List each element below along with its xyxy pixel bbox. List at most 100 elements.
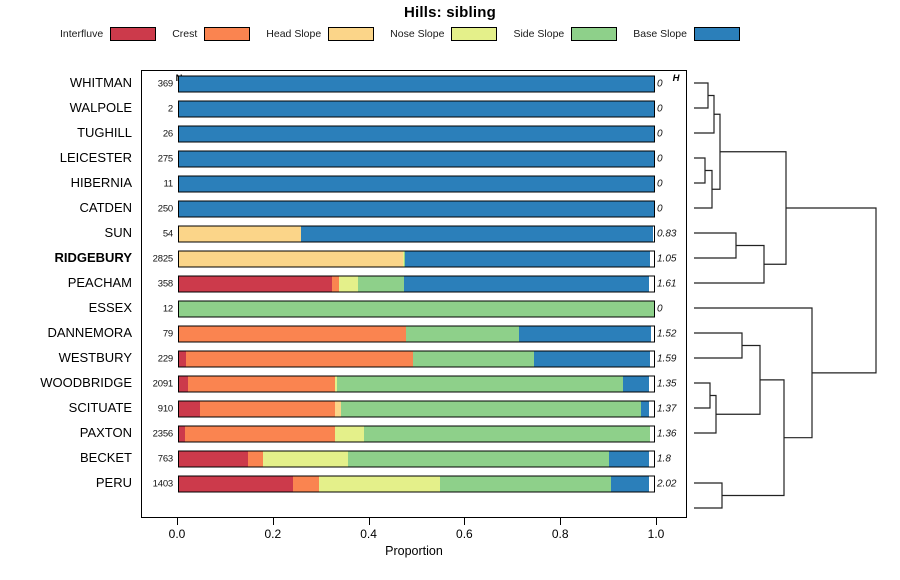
y-axis-label: PEACHAM	[67, 275, 132, 290]
row-entropy-h: 0	[657, 128, 663, 139]
bar-segment	[640, 401, 649, 416]
x-axis-tick-label: 0.8	[551, 527, 569, 541]
chart-row: 369 0	[142, 71, 686, 96]
y-axis-label: HIBERNIA	[70, 175, 132, 190]
bar-segment	[358, 276, 405, 291]
row-count-n: 369	[157, 78, 173, 89]
x-axis-title: Proportion	[385, 544, 443, 558]
row-entropy-h: 0	[657, 103, 663, 114]
y-axis-label: BECKET	[79, 450, 132, 465]
y-axis-label: PERU	[95, 475, 132, 490]
bar-segment	[608, 451, 649, 466]
stacked-bar	[178, 400, 655, 417]
row-count-n: 1403	[152, 478, 174, 489]
chart-row: 1403 2.02	[142, 471, 686, 496]
legend-item-label: Head Slope	[266, 28, 322, 40]
dendro-link	[712, 113, 721, 190]
legend-item: Nose Slope	[390, 27, 498, 41]
row-count-n: 79	[162, 328, 173, 339]
row-count-n: 12	[162, 303, 173, 314]
bar-segment	[188, 376, 337, 391]
bar-segment	[334, 426, 366, 441]
bar-segment	[406, 326, 521, 341]
bar-segment	[179, 101, 654, 116]
row-entropy-h: 1.35	[657, 378, 677, 389]
chart-row: 2356 1.36	[142, 421, 686, 446]
x-axis-tick	[464, 518, 466, 525]
bar-segment	[534, 351, 651, 366]
bars-layer: 369 0 2 0 26 0 275 0 11 0 250 0 54 0.83 2825 1.05 358 1.6…	[142, 71, 686, 517]
legend-item: Interfluve	[60, 27, 157, 41]
bar-segment	[179, 326, 408, 341]
bar-segment	[622, 376, 649, 391]
x-axis-tick	[177, 518, 178, 525]
column-header-h: H	[672, 73, 680, 84]
bar-segment	[412, 351, 536, 366]
legend-item: Crest	[172, 27, 251, 41]
stacked-bar	[178, 200, 655, 217]
bar-segment	[199, 401, 337, 416]
legend-item-label: Interfluve	[60, 28, 104, 40]
x-axis-tick	[368, 518, 370, 525]
chart-row: 54 0.83	[142, 221, 686, 246]
row-entropy-h: 1.37	[657, 403, 677, 414]
bar-segment	[179, 301, 654, 316]
bar-segment	[341, 401, 643, 416]
y-axis-label: TUGHILL	[77, 125, 132, 140]
chart-row: 910 1.37	[142, 396, 686, 421]
row-count-n: 2825	[152, 253, 174, 264]
legend: Interfluve Crest Head Slope Nose Slope Side …	[60, 24, 780, 44]
bar-segment	[248, 451, 265, 466]
bar-segment	[179, 451, 250, 466]
bar-segment	[179, 401, 201, 416]
bar-segment	[179, 251, 405, 266]
legend-item-label: Nose Slope	[390, 28, 445, 40]
row-entropy-h: 1.8	[657, 453, 671, 464]
bar-segment	[179, 76, 654, 91]
x-axis-tick	[272, 518, 274, 525]
dendro-link	[694, 382, 711, 409]
row-entropy-h: 2.02	[657, 478, 677, 489]
row-count-n: 2	[167, 103, 173, 114]
row-entropy-h: 0.83	[657, 228, 677, 239]
bar-segment	[336, 376, 624, 391]
dendro-link	[716, 344, 761, 415]
y-axis-label: LEICESTER	[59, 150, 132, 165]
x-axis-tick-label: 1.0	[647, 527, 665, 541]
legend-item-label: Base Slope	[633, 28, 687, 40]
legend-swatch	[110, 27, 157, 41]
dendro-link	[694, 94, 715, 134]
bar-segment	[179, 176, 654, 191]
dendro-link	[694, 244, 765, 284]
bar-segment	[519, 326, 652, 341]
x-axis-tick-label: 0.6	[456, 527, 473, 541]
row-count-n: 54	[162, 228, 173, 239]
legend-item-label: Side Slope	[513, 28, 565, 40]
bar-segment	[403, 276, 649, 291]
y-axis-label: DANNEMORA	[47, 325, 132, 340]
y-axis-label: WESTBURY	[58, 350, 132, 365]
row-entropy-h: 1.36	[657, 428, 677, 439]
row-entropy-h: 1.05	[657, 253, 677, 264]
legend-item: Base Slope	[633, 27, 740, 41]
row-entropy-h: 0	[657, 303, 663, 314]
y-axis-labels: WHITMAN WALPOLE TUGHILL LEICESTER HIBERNIA CA…	[0, 70, 136, 518]
dendro-link	[694, 157, 706, 184]
x-axis-tick-label: 0.0	[168, 527, 186, 541]
x-axis-tick-label: 0.4	[360, 527, 377, 541]
chart-row: 275 0	[142, 146, 686, 171]
bar-segment	[179, 126, 654, 141]
bar-segment	[179, 226, 303, 241]
legend-swatch	[571, 27, 618, 41]
bar-segment	[318, 476, 442, 491]
bar-segment	[179, 476, 295, 491]
chart-row: 26 0	[142, 121, 686, 146]
dendro-link	[722, 379, 785, 497]
legend-swatch	[693, 27, 740, 41]
row-count-n: 2356	[152, 428, 174, 439]
stacked-bar	[178, 75, 655, 92]
bar-segment	[293, 476, 321, 491]
bar-segment	[348, 451, 611, 466]
dendro-link	[694, 332, 743, 359]
